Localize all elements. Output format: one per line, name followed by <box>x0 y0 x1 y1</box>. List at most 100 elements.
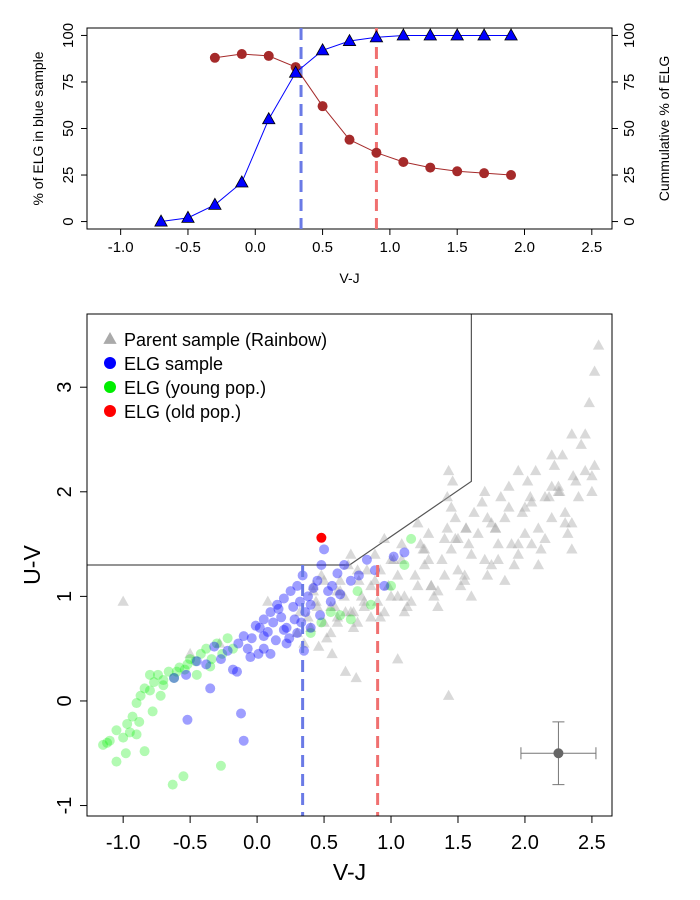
blue-series-point <box>423 28 438 41</box>
parent-sample-point <box>409 569 421 580</box>
elg-sample-point <box>281 638 292 649</box>
parent-sample-point <box>462 538 475 549</box>
top-left-y-tick-label: 25 <box>60 167 77 184</box>
elg-sample-point <box>215 654 226 665</box>
parent-sample-point <box>588 365 601 376</box>
parent-sample-point <box>572 491 585 502</box>
elg-sample-point <box>246 633 257 644</box>
parent-sample-point <box>516 506 528 517</box>
elg-sample-point <box>285 586 296 597</box>
brown-series-point <box>209 52 220 63</box>
parent-sample-point <box>559 506 571 517</box>
parent-sample-point <box>310 595 322 606</box>
parent-sample-point <box>554 485 566 496</box>
elg-young-point <box>345 614 356 625</box>
legend-label: ELG (young pop.) <box>124 378 266 398</box>
parent-sample-point <box>505 538 518 549</box>
parent-sample-point <box>552 485 565 496</box>
elg-young-point <box>139 746 150 757</box>
elg-sample-point <box>399 547 410 558</box>
elg-sample-point <box>289 614 300 625</box>
blue-series-point <box>396 28 411 41</box>
elg-sample-point <box>273 603 284 614</box>
bottom-y-tick-label: 2 <box>54 486 76 497</box>
bottom-plot-frame <box>86 313 613 817</box>
parent-sample-point <box>460 522 472 533</box>
parent-sample-point <box>441 491 453 502</box>
parent-sample-point <box>452 532 464 544</box>
parent-sample-point <box>378 532 391 544</box>
parent-sample-point <box>432 600 444 612</box>
bottom-y-tick-label: 1 <box>54 591 76 602</box>
top-panel: -1.0 -0.5 0.0 0.5 1.0 1.5 2.0 2.5 0 0 25 25 50 50 75 75… <box>30 23 672 286</box>
elg-sample-point <box>278 624 289 635</box>
elg-sample-point <box>270 635 281 646</box>
elg-young-point <box>171 666 182 677</box>
parent-sample-point <box>512 538 524 549</box>
parent-sample-point <box>339 606 352 617</box>
parent-sample-point <box>117 595 129 606</box>
elg-young-point <box>152 669 163 680</box>
top-left-y-tick-label: 50 <box>60 120 77 137</box>
elg-young-point <box>211 638 222 649</box>
elg-sample-point <box>339 560 350 570</box>
parent-sample-point <box>401 600 413 612</box>
elg-sample-point <box>205 683 216 694</box>
elg-sample-point <box>181 669 192 680</box>
parent-sample-point <box>521 475 534 486</box>
blue-series-point <box>181 210 195 223</box>
elg-sample-point <box>276 612 287 623</box>
top-right-y-tick-label: 75 <box>621 74 638 91</box>
elg-sample-point <box>182 714 193 725</box>
elg-young-point <box>190 656 201 667</box>
parent-sample-point <box>492 538 504 549</box>
parent-sample-point <box>539 491 551 502</box>
elg-sample-point <box>292 580 303 591</box>
elg-sample-point <box>361 554 372 565</box>
parent-sample-point <box>481 511 494 523</box>
parent-sample-point <box>334 574 346 585</box>
parent-sample-point <box>499 574 511 585</box>
parent-sample-point <box>318 616 330 627</box>
parent-sample-point <box>405 595 417 606</box>
parent-sample-point <box>460 522 472 533</box>
parent-sample-point <box>365 611 377 622</box>
brown-series-point <box>479 168 490 179</box>
elg-sample-point <box>319 544 330 555</box>
elg-young-point <box>131 698 142 709</box>
elg-young-point <box>316 617 327 628</box>
bottom-x-tick-label: 0.5 <box>310 832 338 854</box>
parent-sample-point <box>442 464 455 476</box>
parent-sample-point <box>422 553 435 564</box>
parent-sample-point <box>579 464 591 476</box>
elg-young-point <box>174 662 185 673</box>
elg-young-point <box>111 756 122 767</box>
parent-sample-point <box>449 511 462 523</box>
legend-label: ELG (old pop.) <box>124 402 241 422</box>
parent-sample-point <box>385 553 397 564</box>
parent-sample-point <box>562 527 574 538</box>
parent-sample-point <box>438 532 451 544</box>
elg-young-point <box>120 748 131 759</box>
elg-young-point <box>144 685 155 696</box>
parent-sample-point <box>586 470 598 481</box>
parent-sample-point <box>355 590 368 601</box>
elg-sample-point <box>272 599 283 610</box>
legend: Parent sample (Rainbow) ELG sample ELG (yo… <box>103 330 327 422</box>
elg-sample-point <box>315 610 326 621</box>
elg-sample-point <box>201 659 212 670</box>
elg-sample-point <box>262 626 273 637</box>
parent-sample-point <box>418 559 431 570</box>
elg-young-point <box>178 771 189 782</box>
top-x-tick-label: -1.0 <box>108 239 134 256</box>
bottom-y-tick-label: 3 <box>54 382 76 393</box>
parent-sample-point <box>392 590 404 601</box>
elg-young-point <box>222 633 233 644</box>
parent-sample-point <box>428 590 440 601</box>
top-right-y-tick-label: 50 <box>621 120 638 137</box>
parent-sample-point <box>312 640 325 651</box>
brown-series-point <box>425 162 436 173</box>
elg-young-point <box>102 737 113 748</box>
parent-sample-point <box>311 600 324 612</box>
parent-sample-point <box>396 553 408 564</box>
